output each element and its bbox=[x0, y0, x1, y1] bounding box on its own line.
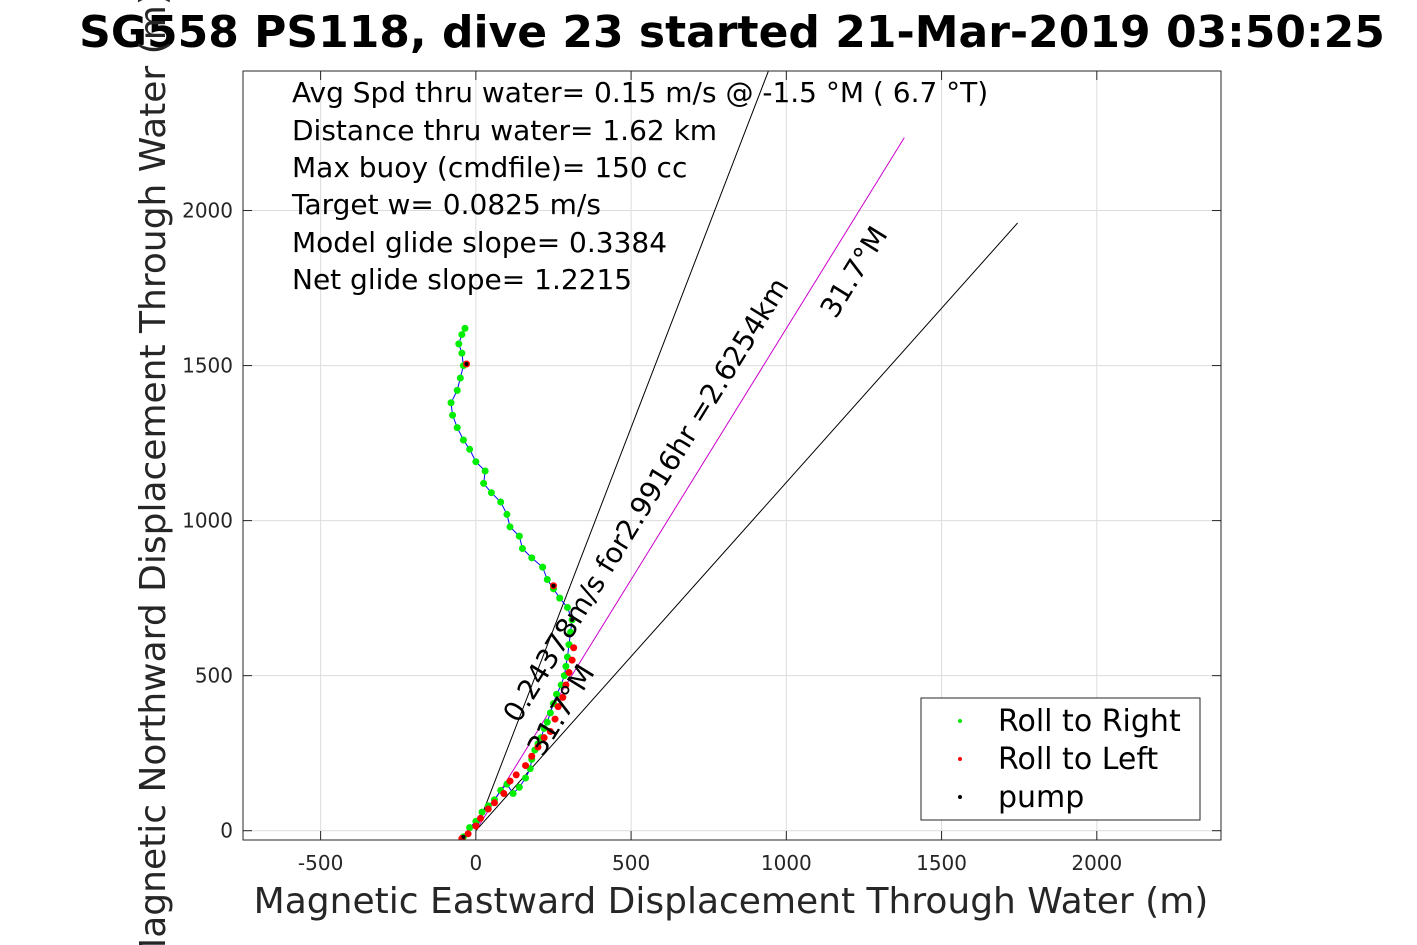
legend-marker-roll-left bbox=[958, 757, 962, 761]
point-roll-to-left bbox=[484, 805, 492, 813]
stats-line-target-w: Target w= 0.0825 m/s bbox=[291, 188, 601, 221]
point-roll-to-right bbox=[515, 532, 523, 540]
point-roll-to-right bbox=[466, 445, 474, 453]
point-roll-to-right bbox=[447, 399, 455, 407]
point-roll-to-left bbox=[528, 752, 536, 760]
plot-area-border bbox=[242, 70, 1222, 841]
point-roll-to-right bbox=[455, 340, 463, 348]
point-roll-to-right bbox=[563, 603, 571, 611]
point-roll-to-right bbox=[518, 545, 526, 553]
y-tick-label: 0 bbox=[220, 819, 233, 843]
point-roll-to-left bbox=[506, 777, 514, 785]
track-series bbox=[447, 324, 578, 840]
x-tick-label: 1000 bbox=[761, 851, 812, 875]
legend-label-roll-right: Roll to Right bbox=[998, 704, 1181, 739]
point-roll-to-left bbox=[540, 734, 548, 742]
legend-label-pump: pump bbox=[998, 780, 1084, 815]
point-pump bbox=[570, 617, 575, 622]
legend-label-roll-left: Roll to Left bbox=[998, 742, 1158, 777]
point-roll-to-right bbox=[497, 498, 505, 506]
grid bbox=[243, 71, 1221, 840]
x-tick-label: -500 bbox=[298, 851, 343, 875]
point-roll-to-right bbox=[480, 479, 488, 487]
point-roll-to-right bbox=[453, 386, 461, 394]
point-roll-to-right bbox=[458, 331, 466, 339]
legend-marker-roll-right bbox=[958, 719, 962, 723]
point-pump bbox=[461, 834, 466, 839]
point-roll-to-right bbox=[556, 594, 564, 602]
y-tick-label: 500 bbox=[195, 664, 233, 688]
point-roll-to-right bbox=[546, 709, 554, 717]
point-roll-to-right bbox=[481, 467, 489, 475]
point-roll-to-right bbox=[515, 783, 523, 791]
stats-block: Avg Spd thru water= 0.15 m/s @ -1.5 °M (… bbox=[291, 76, 988, 296]
stats-line-model-glide: Model glide slope= 0.3384 bbox=[292, 226, 667, 259]
point-roll-to-left bbox=[512, 771, 520, 779]
point-roll-to-right bbox=[472, 458, 480, 466]
x-tick-label: 2000 bbox=[1071, 851, 1122, 875]
y-tick-label: 1500 bbox=[182, 354, 233, 378]
point-roll-to-right bbox=[553, 690, 561, 698]
point-roll-to-right bbox=[459, 436, 467, 444]
x-tick-label: 1500 bbox=[916, 851, 967, 875]
point-roll-to-left bbox=[522, 762, 530, 770]
point-roll-to-left bbox=[477, 814, 485, 822]
stats-line-distance: Distance thru water= 1.62 km bbox=[292, 114, 717, 147]
point-roll-to-right bbox=[503, 510, 511, 518]
point-roll-to-left bbox=[534, 743, 542, 751]
chart-title: SG558 PS118, dive 23 started 21-Mar-2019… bbox=[79, 7, 1385, 58]
point-roll-to-right bbox=[562, 662, 570, 670]
point-pump bbox=[551, 583, 556, 588]
point-roll-to-right bbox=[461, 324, 469, 332]
point-roll-to-right bbox=[539, 563, 547, 571]
point-roll-to-right bbox=[456, 374, 464, 382]
point-roll-to-right bbox=[543, 718, 551, 726]
legend: Roll to Right Roll to Left pump bbox=[920, 697, 1201, 821]
point-roll-to-right bbox=[528, 554, 536, 562]
point-roll-to-right bbox=[567, 628, 575, 636]
point-roll-to-right bbox=[478, 808, 486, 816]
point-roll-to-right bbox=[509, 789, 517, 797]
y-axis-label: Magnetic Northward Displacement Through … bbox=[133, 0, 174, 945]
point-roll-to-right bbox=[449, 411, 457, 419]
point-roll-to-left bbox=[559, 693, 567, 701]
point-roll-to-left bbox=[554, 703, 562, 711]
point-roll-to-right bbox=[543, 576, 551, 584]
point-roll-to-left bbox=[562, 681, 570, 689]
y-tick-label: 2000 bbox=[182, 199, 233, 223]
point-roll-to-right bbox=[522, 774, 530, 782]
point-roll-to-left bbox=[565, 669, 573, 677]
point-roll-to-left bbox=[568, 656, 576, 664]
point-roll-to-left bbox=[570, 644, 578, 652]
point-roll-to-left bbox=[490, 799, 498, 807]
x-axis-label: Magnetic Eastward Displacement Through W… bbox=[254, 881, 1209, 922]
legend-box bbox=[920, 697, 1201, 821]
point-roll-to-left bbox=[546, 727, 554, 735]
point-roll-to-right bbox=[466, 824, 474, 832]
point-roll-to-left bbox=[464, 830, 472, 838]
reference-lines bbox=[475, 71, 1019, 832]
point-roll-to-left bbox=[500, 789, 508, 797]
stats-line-avg-speed: Avg Spd thru water= 0.15 m/s @ -1.5 °M (… bbox=[292, 76, 988, 109]
ticks: -500 0 500 1000 1500 2000 0 500 1000 1500 2000 bbox=[182, 71, 1221, 875]
stats-line-max-buoy: Max buoy (cmdfile)= 150 cc bbox=[292, 151, 687, 184]
x-tick-label: 0 bbox=[469, 851, 482, 875]
point-roll-to-right bbox=[540, 724, 548, 732]
point-pump bbox=[464, 362, 469, 367]
reference-line-bound-right bbox=[475, 222, 1019, 832]
x-tick-label: 500 bbox=[612, 851, 650, 875]
y-tick-label: 1000 bbox=[182, 509, 233, 533]
point-roll-to-left bbox=[472, 822, 480, 830]
point-roll-to-left bbox=[551, 715, 559, 723]
reference-line-bound-left bbox=[475, 71, 769, 831]
stats-line-net-glide: Net glide slope= 1.2215 bbox=[292, 263, 632, 296]
reference-line-course bbox=[475, 137, 905, 831]
point-roll-to-right bbox=[458, 349, 466, 357]
point-roll-to-right bbox=[487, 489, 495, 497]
point-roll-to-right bbox=[506, 523, 514, 531]
legend-marker-pump bbox=[958, 795, 962, 799]
point-roll-to-right bbox=[453, 424, 461, 432]
